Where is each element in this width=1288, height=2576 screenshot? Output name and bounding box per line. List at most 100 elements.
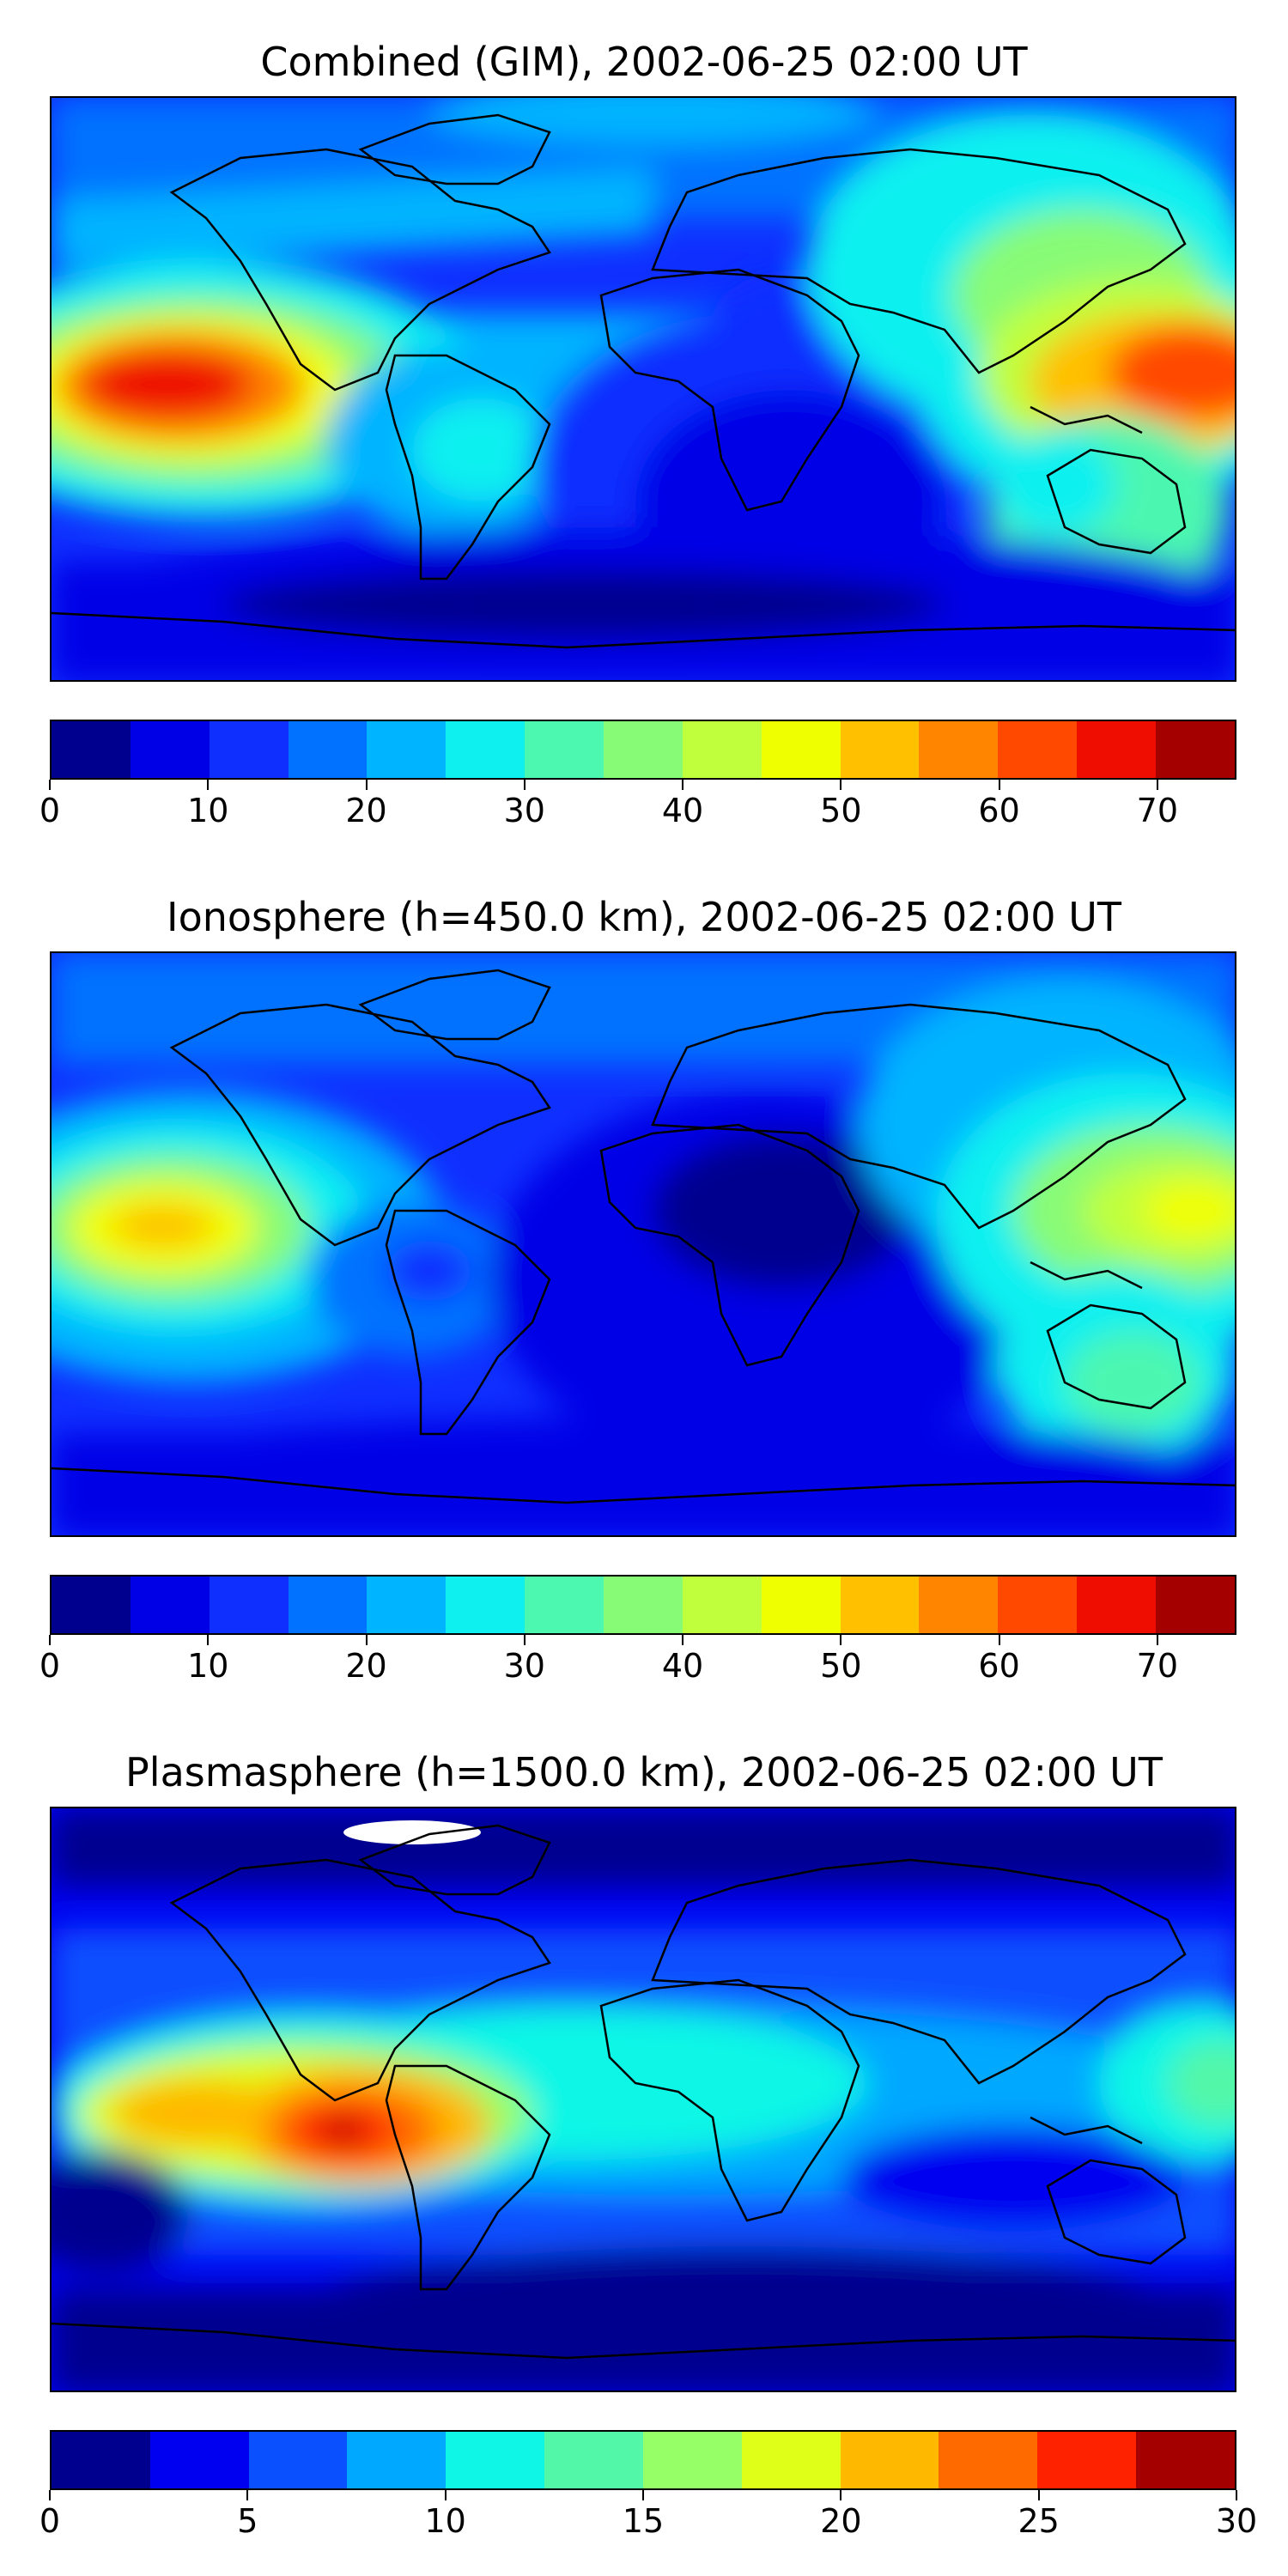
colorbar-tick-label: 20 (345, 1647, 387, 1685)
colorbar-tick-label: 20 (345, 792, 387, 829)
colorbar-segment (998, 1577, 1078, 1633)
colorbar-segment (1156, 721, 1235, 778)
ionosphere-tec-contours (52, 953, 1235, 1535)
colorbar-tick (444, 2490, 447, 2500)
colorbar-segment (367, 1577, 447, 1633)
colorbar-tick-label: 0 (39, 2502, 61, 2540)
colorbar-segment (682, 1577, 762, 1633)
colorbar-tick (840, 1635, 842, 1645)
colorbar-tick-label: 70 (1136, 792, 1179, 829)
colorbar-tick (207, 780, 210, 790)
colorbar-tick (207, 1635, 210, 1645)
colorbar-tick (49, 2490, 51, 2500)
colorbar-tick (1236, 2490, 1237, 2500)
colorbar-segment (446, 721, 526, 778)
colorbar-2 (50, 1575, 1236, 1635)
colorbar-tick-label: 10 (187, 1647, 229, 1685)
colorbar-tick-label: 0 (39, 792, 61, 829)
colorbar-tick-label: 60 (978, 792, 1020, 829)
colorbar-tick (840, 780, 842, 790)
colorbar-segment (741, 2432, 841, 2488)
colorbar-segment (840, 2432, 939, 2488)
colorbar-segment (604, 721, 683, 778)
coastlines (52, 969, 1235, 1504)
combined-tec-map (50, 96, 1236, 682)
colorbar-tick (523, 1635, 526, 1645)
colorbar-segment (288, 1577, 368, 1633)
colorbar-segment (840, 1577, 920, 1633)
colorbar-tick-label: 20 (820, 2502, 862, 2540)
colorbar-segment (209, 721, 289, 778)
colorbar-tick-label: 30 (1215, 2502, 1258, 2540)
colorbar-tick (840, 2490, 842, 2500)
colorbar-segment (919, 1577, 999, 1633)
colorbar-tick-label: 0 (39, 1647, 61, 1685)
colorbar-segment (761, 721, 841, 778)
no-data-region (343, 1820, 481, 1844)
colorbar-tick (246, 2490, 249, 2500)
colorbar-segment (939, 2432, 1038, 2488)
colorbar-segment (525, 1577, 605, 1633)
colorbar-segment (761, 1577, 841, 1633)
colorbar-segment (682, 721, 762, 778)
colorbar-segment (347, 2432, 447, 2488)
panel-3-title: Plasmasphere (h=1500.0 km), 2002-06-25 0… (125, 1749, 1163, 1795)
colorbar-tick-label: 15 (622, 2502, 665, 2540)
panel-1-title: Combined (GIM), 2002-06-25 02:00 UT (260, 39, 1028, 85)
colorbar-segment (998, 721, 1078, 778)
colorbar-tick-label: 10 (187, 792, 229, 829)
colorbar-tick-label: 30 (503, 1647, 545, 1685)
plasmasphere-tec-contours (52, 1808, 1235, 2391)
colorbar-tick-label: 10 (424, 2502, 466, 2540)
colorbar-segment (446, 1577, 526, 1633)
colorbar-segment (1037, 2432, 1137, 2488)
colorbar-tick-label: 40 (661, 1647, 704, 1685)
colorbar-segment (544, 2432, 643, 2488)
colorbar-tick (1037, 2490, 1040, 2500)
colorbar-tick (365, 1635, 368, 1645)
colorbar-segment (149, 2432, 249, 2488)
combined-tec-contours (52, 98, 1235, 680)
colorbar-tick-label: 25 (1018, 2502, 1060, 2540)
colorbar-tick (365, 780, 368, 790)
colorbar-segment (642, 2432, 742, 2488)
colorbar-tick (1156, 1635, 1158, 1645)
colorbar-tick (523, 780, 526, 790)
colorbar-segment (248, 2432, 348, 2488)
plasmasphere-tec-map (50, 1807, 1236, 2392)
colorbar-segment (52, 2432, 150, 2488)
colorbar-segment (525, 721, 605, 778)
colorbar-tick (998, 1635, 1000, 1645)
colorbar-tick-label: 70 (1136, 1647, 1179, 1685)
coastlines (52, 113, 1235, 649)
colorbar-segment (52, 721, 131, 778)
colorbar-tick-label: 40 (661, 792, 704, 829)
colorbar-tick-label: 30 (503, 792, 545, 829)
colorbar-segment (130, 721, 210, 778)
colorbar-tick-label: 60 (978, 1647, 1020, 1685)
panel-2-title: Ionosphere (h=450.0 km), 2002-06-25 02:0… (167, 894, 1121, 940)
colorbar-segment (52, 1577, 131, 1633)
colorbar-tick-label: 50 (820, 792, 862, 829)
colorbar-tick (1156, 780, 1158, 790)
colorbar-segment (209, 1577, 289, 1633)
colorbar-segment (1077, 1577, 1157, 1633)
colorbar-segment (288, 721, 368, 778)
colorbar-tick (642, 2490, 644, 2500)
colorbar-tick-label: 50 (820, 1647, 862, 1685)
colorbar-tick (49, 1635, 51, 1645)
colorbar-1 (50, 720, 1236, 780)
colorbar-tick (998, 780, 1000, 790)
colorbar-segment (840, 721, 920, 778)
colorbar-tick-label: 5 (237, 2502, 258, 2540)
colorbar-segment (919, 721, 999, 778)
colorbar-segment (130, 1577, 210, 1633)
colorbar-segment (367, 721, 447, 778)
colorbar-segment (446, 2432, 545, 2488)
colorbar-tick (682, 780, 684, 790)
ionosphere-tec-map (50, 951, 1236, 1537)
colorbar-segment (604, 1577, 683, 1633)
colorbar-segment (1136, 2432, 1235, 2488)
coastlines (52, 1824, 1235, 2360)
colorbar-segment (1156, 1577, 1235, 1633)
